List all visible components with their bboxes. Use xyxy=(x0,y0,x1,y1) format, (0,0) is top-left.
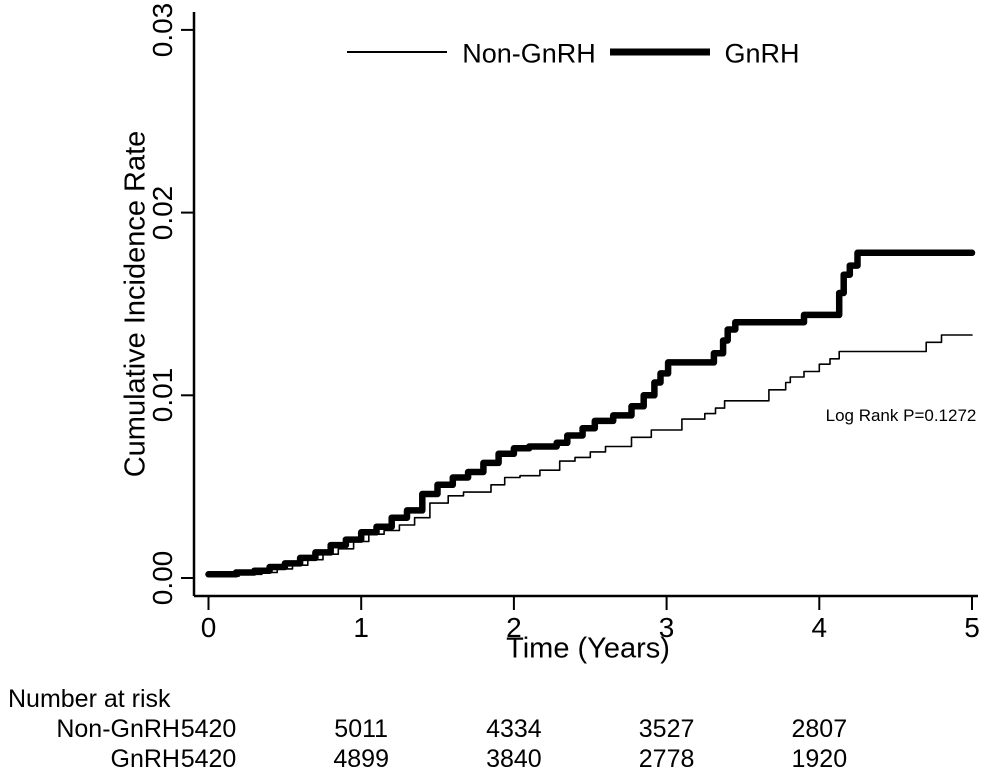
y-tick-label: 0.01 xyxy=(147,368,178,423)
legend-line-gnrh xyxy=(610,48,710,56)
at-risk-row-label-gnrh: GnRH xyxy=(110,745,180,773)
x-tick-label: 4 xyxy=(811,612,828,643)
at-risk-count: 3840 xyxy=(486,745,542,773)
x-tick-label: 1 xyxy=(353,612,369,643)
legend-line-non-gnrh xyxy=(347,51,447,53)
x-axis-title: Time (Years) xyxy=(506,632,670,665)
at-risk-count: 5420 xyxy=(180,745,237,773)
log-rank-annotation: Log Rank P=0.1272 xyxy=(825,406,977,425)
legend-label-gnrh: GnRH xyxy=(724,38,800,69)
at-risk-count: 5420 xyxy=(180,715,237,743)
at-risk-count: 1920 xyxy=(791,745,848,773)
x-tick-label: 0 xyxy=(200,612,217,643)
at-risk-count: 2778 xyxy=(638,745,695,773)
at-risk-title: Number at risk xyxy=(8,685,171,713)
legend-label-non-gnrh: Non-GnRH xyxy=(462,38,596,69)
x-tick-label: 2 xyxy=(506,612,522,643)
at-risk-count: 3527 xyxy=(638,715,695,743)
curve-gnrh xyxy=(205,249,976,578)
curve-non-gnrh xyxy=(207,334,973,577)
at-risk-count: 5011 xyxy=(334,715,389,743)
y-tick-label: 0.00 xyxy=(147,550,178,606)
at-risk-count: 4899 xyxy=(333,745,389,773)
y-tick-label: 0.02 xyxy=(147,185,178,240)
at-risk-row-label-non-gnrh: Non-GnRH xyxy=(56,715,180,743)
y-axis-title: Cumulative Incidence Rate xyxy=(119,130,152,478)
plot-area xyxy=(181,12,978,610)
x-tick-label: 3 xyxy=(658,612,675,643)
y-tick-label: 0.03 xyxy=(147,2,178,58)
at-risk-count: 2807 xyxy=(791,715,848,743)
at-risk-count: 4334 xyxy=(486,715,542,743)
x-tick-label: 5 xyxy=(964,612,980,643)
